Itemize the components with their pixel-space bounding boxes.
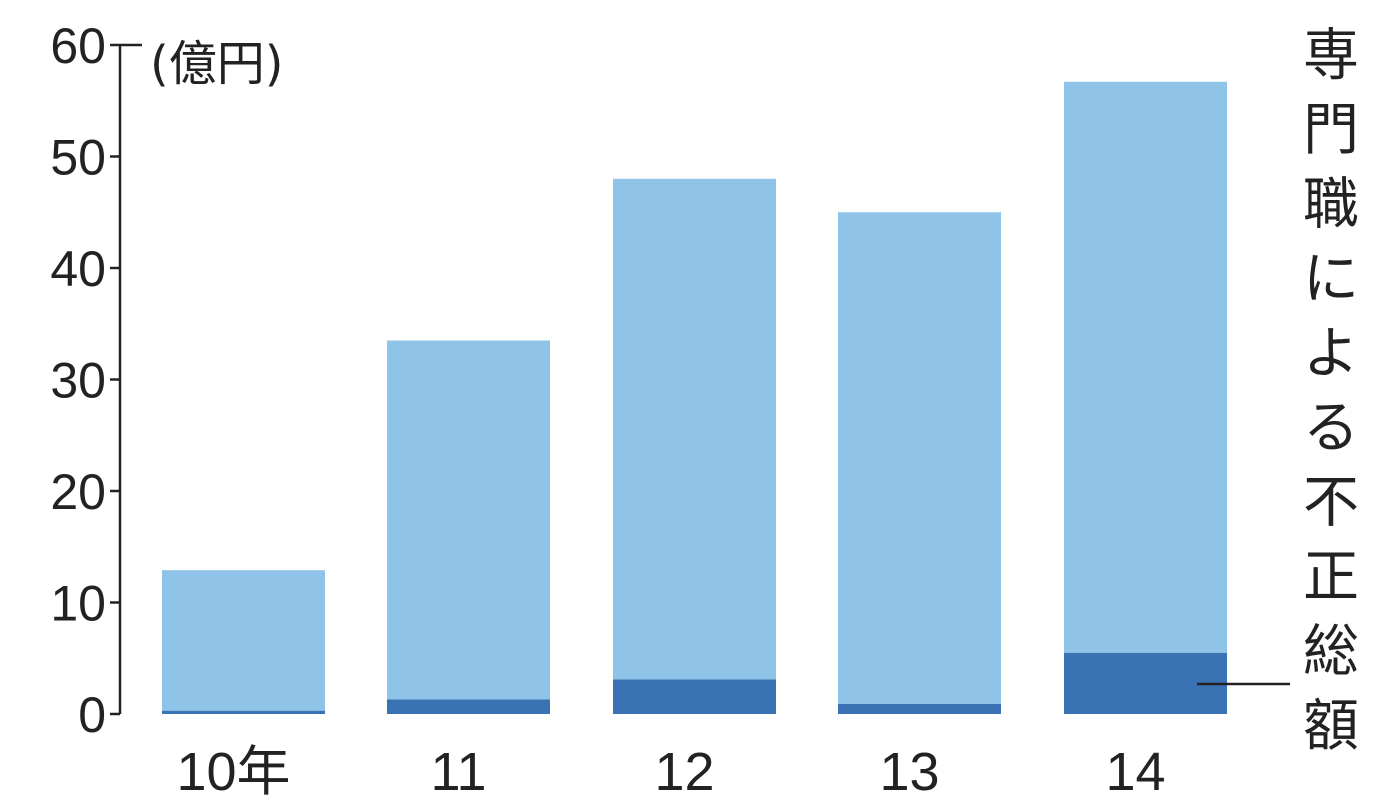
series-0-bar-0	[162, 710, 325, 714]
y-unit-label: (億円)	[150, 36, 283, 92]
series-1-bar-1	[387, 340, 550, 700]
series-0-bar-2	[613, 679, 776, 714]
annotation-char: る	[1303, 396, 1359, 461]
x-tick-label: 12	[654, 742, 714, 797]
y-tick-label: 50	[50, 130, 106, 186]
x-tick-label: 14	[1105, 742, 1165, 797]
x-tick-label: 10年	[176, 742, 290, 797]
annotation-char: 専	[1303, 24, 1359, 89]
y-tick-label: 10	[50, 576, 106, 632]
series-0-bar-3	[838, 703, 1001, 714]
series-1-bar-2	[613, 178, 776, 680]
annotation-char: 門	[1303, 98, 1359, 163]
series-1-bar-4	[1064, 81, 1227, 653]
x-tick-label: 13	[879, 742, 939, 797]
x-axis-labels: 10年 11 12 13 14	[176, 742, 1165, 797]
y-tick-label: 30	[50, 353, 106, 409]
series-1-bar-3	[838, 212, 1001, 704]
annotation-char: 額	[1303, 694, 1359, 759]
annotation-char: に	[1303, 247, 1359, 312]
series-0-bar-1	[387, 699, 550, 714]
y-axis: 0 10 20 30 40 50 60	[50, 18, 142, 743]
annotation-char: よ	[1303, 322, 1359, 387]
annotation-char: 正	[1303, 545, 1359, 610]
y-tick-label: 60	[50, 18, 106, 74]
annotation-char: 総	[1303, 620, 1359, 685]
x-tick-label: 11	[430, 742, 486, 797]
bars	[162, 81, 1227, 714]
annotation-char: 職	[1303, 173, 1359, 238]
y-tick-label: 20	[50, 464, 106, 520]
annotation-char: 不	[1303, 471, 1359, 536]
y-tick-label: 0	[78, 687, 106, 743]
series-1-bar-0	[162, 570, 325, 711]
y-tick-label: 40	[50, 241, 106, 297]
